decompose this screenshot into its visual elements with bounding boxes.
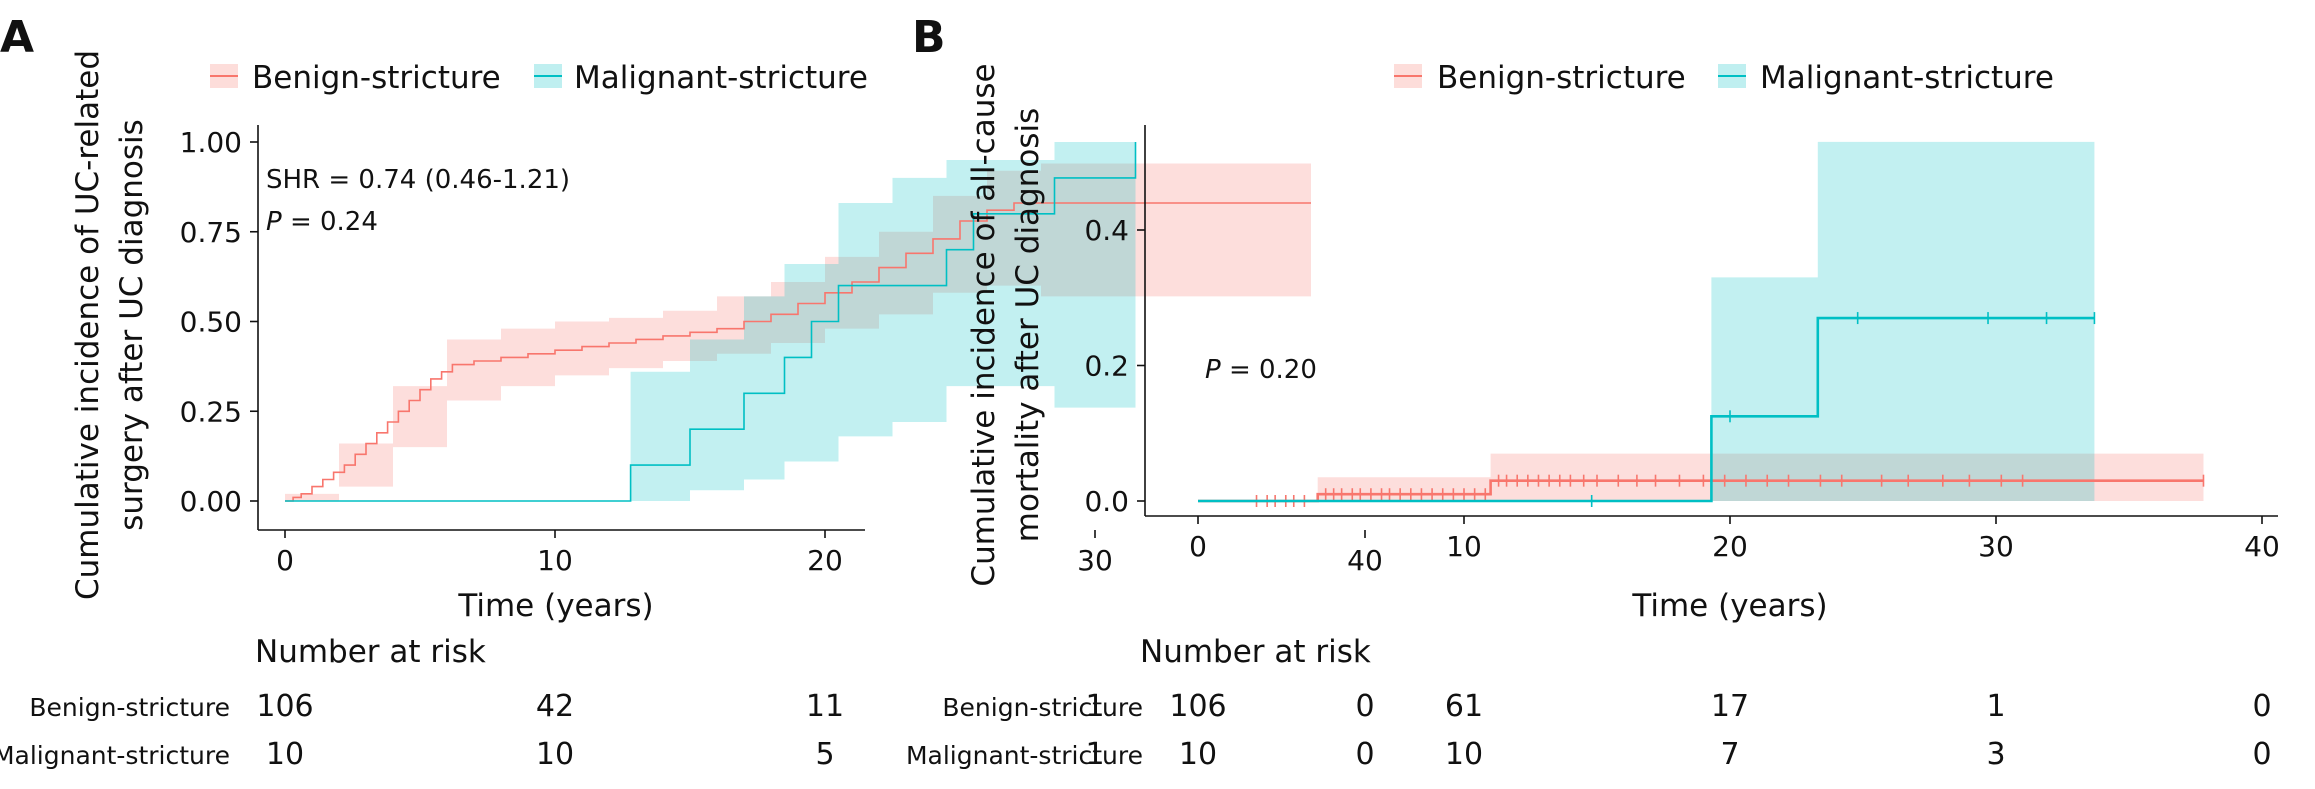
plot-area-a: 0 10 20 30 400.000.250.500.751.00 <box>180 125 1383 577</box>
p-annotation-b-value: = 0.20 <box>1221 355 1317 385</box>
series-line-a-benign <box>285 202 1311 502</box>
risk-cell-b-benign: 61 <box>1445 689 1483 724</box>
risk-cell-b-malignant: 7 <box>1720 737 1739 772</box>
risk-table-title-a: Number at risk <box>255 634 486 670</box>
risk-cell-a-malignant: 10 <box>536 737 574 772</box>
risk-table-a: 106 42 11 1 010 10 5 1 0 <box>256 689 1374 772</box>
legend-b-benign-label: Benign-stricture <box>1437 60 1686 96</box>
risk-cell-a-benign: 106 <box>256 689 313 724</box>
risk-cell-a-benign: 1 <box>1085 689 1104 724</box>
risk-row-label-a-benign: Benign-stricture <box>29 693 230 722</box>
y-tick-label-a: 0.25 <box>180 395 242 428</box>
x-axis-label-b: Time (years) <box>1631 588 1827 624</box>
x-tick-label-a: 20 <box>807 544 843 577</box>
risk-cell-a-malignant: 0 <box>1355 737 1374 772</box>
ci-band-a-benign <box>285 163 1311 502</box>
x-tick-label-a: 30 <box>1077 544 1113 577</box>
risk-table-title-b: Number at risk <box>1140 634 1371 670</box>
risk-cell-a-malignant: 1 <box>1085 737 1104 772</box>
risk-cell-a-benign: 11 <box>806 689 844 724</box>
x-tick-label-b: 10 <box>1446 530 1482 563</box>
y-tick-label-a: 0.00 <box>180 485 242 518</box>
panel-label-b: B <box>912 12 946 63</box>
x-axis-label-a: Time (years) <box>457 588 653 624</box>
y-tick-label-b: 0.2 <box>1084 350 1129 383</box>
risk-cell-b-benign: 0 <box>2252 689 2271 724</box>
risk-cell-a-benign: 0 <box>1355 689 1374 724</box>
p-annotation-a-prefix: P <box>266 207 282 237</box>
y-axis-label-a-line2: surgery after UC diagnosis <box>114 119 150 531</box>
legend-b: Benign-stricture Malignant-stricture <box>1394 60 2054 96</box>
x-tick-label-b: 20 <box>1712 530 1748 563</box>
x-tick-label-b: 30 <box>1978 530 2014 563</box>
risk-cell-b-malignant: 3 <box>1986 737 2005 772</box>
y-tick-label-a: 1.00 <box>180 126 242 159</box>
panel-label-a: A <box>0 12 34 63</box>
x-tick-label-b: 0 <box>1189 530 1207 563</box>
risk-cell-b-benign: 1 <box>1986 689 2005 724</box>
y-axis-label-a-line1: Cumulative incidence of UC-related <box>70 50 106 600</box>
risk-cell-b-malignant: 10 <box>1179 737 1217 772</box>
series-line-a-malignant <box>285 142 1137 502</box>
p-annotation-b-prefix: P <box>1205 355 1221 385</box>
x-tick-label-a: 40 <box>1347 544 1383 577</box>
p-annotation-a-value: = 0.24 <box>282 207 378 237</box>
shr-annotation-a: SHR = 0.74 (0.46-1.21) <box>266 165 570 195</box>
y-axis-label-b-line1: Cumulative incidence of all-cause <box>966 63 1002 586</box>
legend-a-benign-label: Benign-stricture <box>252 60 501 96</box>
p-annotation-b: P = 0.20 <box>1205 355 1317 385</box>
panel-a: A Benign-stricture Malignant-stricture 0… <box>0 12 1383 772</box>
ci-band-a-malignant <box>630 142 1136 501</box>
y-axis-label-b-line2: mortality after UC diagnosis <box>1010 108 1046 543</box>
panel-b: B Benign-stricture Malignant-stricture 0… <box>906 12 2280 772</box>
legend-b-benign-swatch <box>1394 64 1422 88</box>
y-tick-label-b: 0.0 <box>1084 485 1129 518</box>
y-tick-label-b: 0.4 <box>1084 214 1129 247</box>
x-tick-label-a: 10 <box>537 544 573 577</box>
legend-a-malignant-label: Malignant-stricture <box>574 60 868 96</box>
y-tick-label-a: 0.50 <box>180 306 242 339</box>
risk-row-label-b-malignant: Malignant-stricture <box>906 741 1143 770</box>
risk-cell-b-malignant: 10 <box>1445 737 1483 772</box>
risk-cell-b-benign: 17 <box>1711 689 1749 724</box>
legend-b-malignant-label: Malignant-stricture <box>1760 60 2054 96</box>
risk-cell-a-malignant: 10 <box>266 737 304 772</box>
legend-a: Benign-stricture Malignant-stricture <box>210 60 868 96</box>
legend-a-benign-swatch <box>210 64 238 88</box>
x-tick-label-b: 40 <box>2244 530 2280 563</box>
legend-a-malignant-swatch <box>534 64 562 88</box>
risk-cell-a-malignant: 5 <box>815 737 834 772</box>
risk-cell-a-benign: 42 <box>536 689 574 724</box>
risk-cell-b-malignant: 0 <box>2252 737 2271 772</box>
ci-band-b-benign <box>1317 453 2204 501</box>
legend-b-malignant-swatch <box>1718 64 1746 88</box>
risk-table-b: 106 61 17 1 010 10 7 3 0 <box>1169 689 2271 772</box>
y-tick-label-a: 0.75 <box>180 216 242 249</box>
plot-area-b: 0 10 20 30 40 0.0 0.2 0.4 <box>1084 125 2280 563</box>
series-line-b-malignant <box>1198 316 2095 503</box>
risk-row-label-a-malignant: Malignant-stricture <box>0 741 230 770</box>
x-tick-label-a: 0 <box>276 544 294 577</box>
risk-row-label-b-benign: Benign-stricture <box>942 693 1143 722</box>
p-annotation-a: P = 0.24 <box>266 207 378 237</box>
risk-cell-b-benign: 106 <box>1169 689 1226 724</box>
ci-band-b-malignant <box>1711 141 2095 502</box>
